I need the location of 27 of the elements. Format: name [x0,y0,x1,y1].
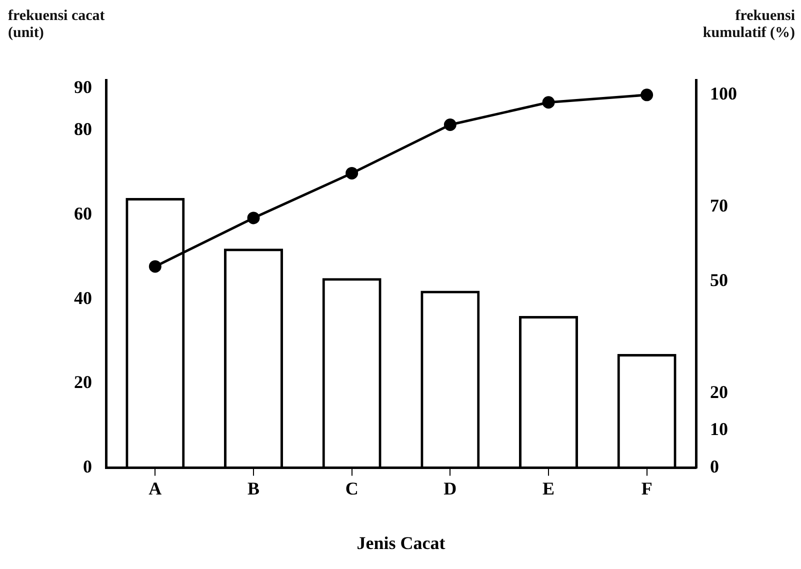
y-tick-label: 80 [74,119,92,140]
x-tick-label: F [641,478,652,498]
point [444,118,456,131]
point [148,260,162,273]
point [640,88,654,102]
y-tick-label: 0 [83,456,92,476]
y-tick-label: 90 [74,77,92,98]
point [247,212,260,224]
x-tick-label: A [148,478,162,498]
y2-tick-label: 100 [710,84,737,104]
point [542,96,555,109]
y2-tick-label: 10 [710,419,728,440]
y-tick-label: 20 [74,372,92,392]
y2-tick-label: 0 [710,456,719,476]
x-tick-label: E [542,478,555,498]
x-tick-label: C [345,478,358,498]
point [346,166,358,180]
y-axis-title: frekuensi cacat (unit) [8,8,106,42]
y2-tick-label: 70 [710,195,728,216]
x-tick-label: B [247,478,260,498]
x-axis-title: Jenis Cacat [356,532,446,553]
x-tick-label: D [444,478,457,498]
y2-tick-label: 20 [710,382,728,402]
y2-axis-title: frekuensi kumulatif (%) [702,8,795,42]
y2-tick-label: 50 [710,270,728,290]
y-tick-label: 60 [74,204,92,224]
y-tick-label: 40 [74,288,92,308]
